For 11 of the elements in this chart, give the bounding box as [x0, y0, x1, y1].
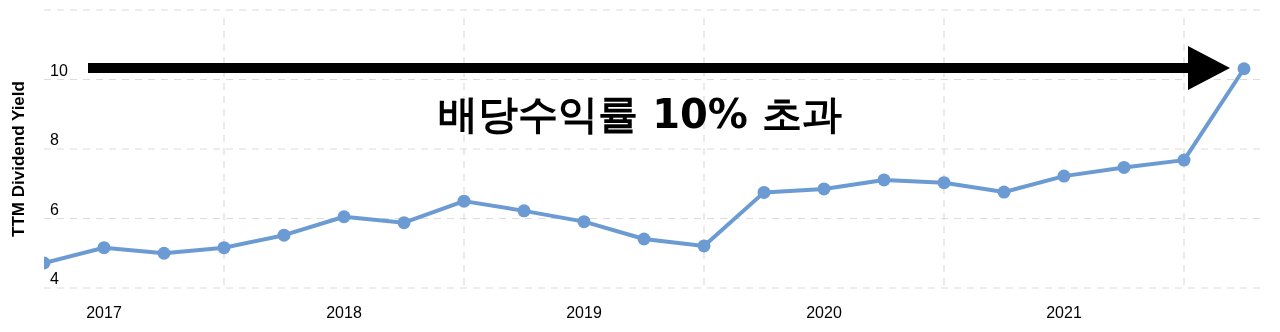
y-tick-label: 8 — [50, 131, 59, 148]
x-tick-label: 2019 — [566, 304, 602, 321]
x-tick-label: 2017 — [86, 304, 122, 321]
annotation: 배당수익률 10% 초과 — [438, 91, 842, 137]
y-tick-label: 4 — [50, 270, 59, 287]
y-axis-title: TTM Dividend Yield — [9, 81, 28, 237]
y-tick-label: 6 — [50, 200, 59, 218]
y-tick-label: 10 — [50, 61, 68, 79]
x-tick-label: 2021 — [1046, 304, 1082, 321]
x-tick-label: 2018 — [326, 304, 362, 321]
x-tick-label: 2020 — [806, 304, 842, 321]
